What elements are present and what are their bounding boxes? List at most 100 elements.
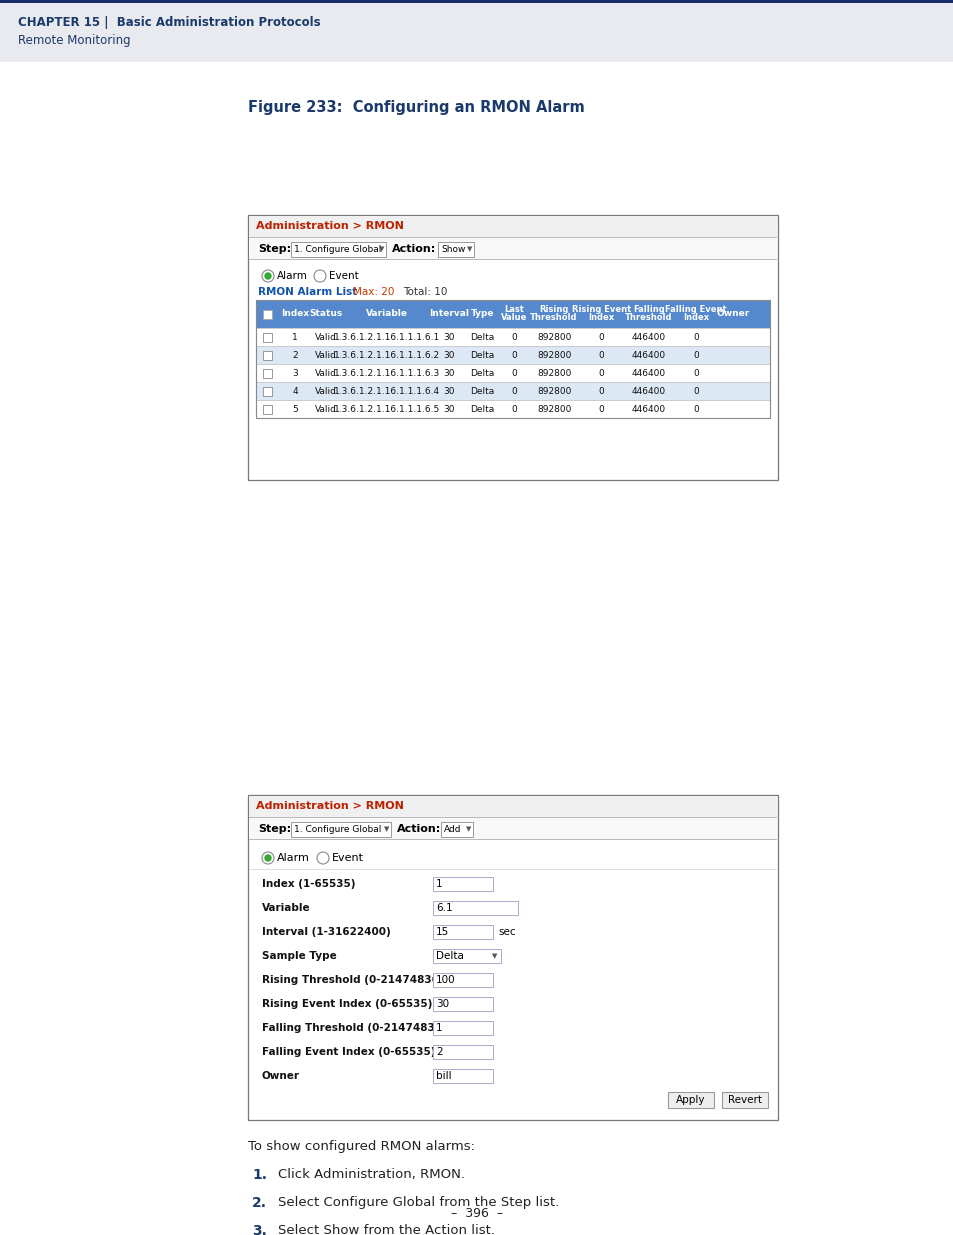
Text: Remote Monitoring: Remote Monitoring <box>18 35 131 47</box>
Text: 446400: 446400 <box>631 332 665 342</box>
Text: 1.3.6.1.2.1.16.1.1.1.6.3: 1.3.6.1.2.1.16.1.1.1.6.3 <box>334 368 439 378</box>
Text: Revert: Revert <box>727 1095 761 1105</box>
Bar <box>255 329 769 346</box>
Text: 1. Configure Global: 1. Configure Global <box>294 245 381 253</box>
Text: Delta: Delta <box>470 405 495 414</box>
Text: 446400: 446400 <box>631 368 665 378</box>
Text: 30: 30 <box>443 368 455 378</box>
Text: 0: 0 <box>598 405 603 414</box>
Bar <box>249 238 776 261</box>
Text: Delta: Delta <box>470 387 495 395</box>
Text: 1.3.6.1.2.1.16.1.1.1.6.2: 1.3.6.1.2.1.16.1.1.1.6.2 <box>334 351 439 359</box>
Text: Select Configure Global from the Step list.: Select Configure Global from the Step li… <box>277 1195 558 1209</box>
Text: 30: 30 <box>443 332 455 342</box>
Text: Falling Threshold (0-2147483647): Falling Threshold (0-2147483647) <box>262 1023 461 1032</box>
Text: Valid: Valid <box>314 387 336 395</box>
Text: ▼: ▼ <box>465 826 471 832</box>
Bar <box>433 973 493 987</box>
Text: Step:: Step: <box>257 245 291 254</box>
Text: 446400: 446400 <box>631 405 665 414</box>
Text: 1.3.6.1.2.1.16.1.1.1.6.5: 1.3.6.1.2.1.16.1.1.1.6.5 <box>334 405 439 414</box>
Text: 100: 100 <box>436 974 456 986</box>
Text: Valid: Valid <box>314 368 336 378</box>
Text: Action:: Action: <box>392 245 436 254</box>
Circle shape <box>316 852 329 864</box>
Text: 6.1: 6.1 <box>436 903 452 913</box>
Text: 2: 2 <box>292 351 297 359</box>
Circle shape <box>265 855 271 861</box>
Text: Index (1-65535): Index (1-65535) <box>262 879 355 889</box>
Text: Variable: Variable <box>365 310 407 319</box>
Text: Event: Event <box>329 270 358 282</box>
Text: Index: Index <box>682 314 708 322</box>
Text: 892800: 892800 <box>537 368 571 378</box>
Text: Alarm: Alarm <box>276 853 310 863</box>
Circle shape <box>262 270 274 282</box>
Text: 15: 15 <box>436 927 449 937</box>
Text: Apply: Apply <box>676 1095 705 1105</box>
Text: 1: 1 <box>292 332 297 342</box>
Text: 3.: 3. <box>252 1224 267 1235</box>
Text: 892800: 892800 <box>537 351 571 359</box>
Text: 0: 0 <box>598 387 603 395</box>
Text: bill: bill <box>436 1071 451 1081</box>
Text: 1. Configure Global: 1. Configure Global <box>294 825 381 834</box>
Bar <box>437 242 474 257</box>
Text: Threshold: Threshold <box>624 314 672 322</box>
Text: Total: 10: Total: 10 <box>402 287 447 296</box>
Text: Rising: Rising <box>538 305 568 315</box>
Bar <box>667 1092 713 1108</box>
Text: Type: Type <box>471 310 494 319</box>
Text: Action:: Action: <box>396 824 441 834</box>
Bar <box>248 215 778 480</box>
Text: Rising Event: Rising Event <box>571 305 630 315</box>
Text: 1.3.6.1.2.1.16.1.1.1.6.1: 1.3.6.1.2.1.16.1.1.1.6.1 <box>334 332 439 342</box>
Bar <box>263 310 272 319</box>
Bar <box>433 925 493 939</box>
Bar <box>255 382 769 400</box>
Text: Delta: Delta <box>470 332 495 342</box>
Circle shape <box>314 270 326 282</box>
Text: 30: 30 <box>443 405 455 414</box>
Text: 0: 0 <box>693 405 699 414</box>
Text: 1.: 1. <box>252 1168 267 1182</box>
Bar <box>255 300 769 417</box>
Bar <box>249 216 776 237</box>
Text: 892800: 892800 <box>537 405 571 414</box>
Text: ▼: ▼ <box>466 246 472 252</box>
Bar <box>291 821 391 836</box>
Text: Rising Event Index (0-65535): Rising Event Index (0-65535) <box>262 999 432 1009</box>
Text: 0: 0 <box>598 351 603 359</box>
Text: ▼: ▼ <box>383 826 389 832</box>
Circle shape <box>265 273 271 279</box>
Text: 30: 30 <box>436 999 449 1009</box>
Bar <box>249 797 776 818</box>
Text: 2.: 2. <box>252 1195 267 1210</box>
Text: 1.3.6.1.2.1.16.1.1.1.6.4: 1.3.6.1.2.1.16.1.1.1.6.4 <box>334 387 439 395</box>
Bar <box>433 1021 493 1035</box>
Text: 30: 30 <box>443 351 455 359</box>
Text: Index: Index <box>588 314 614 322</box>
Circle shape <box>262 852 274 864</box>
Text: 0: 0 <box>693 351 699 359</box>
Bar <box>263 369 272 378</box>
Bar <box>291 242 386 257</box>
Text: –  396  –: – 396 – <box>451 1207 502 1220</box>
Text: Threshold: Threshold <box>530 314 578 322</box>
Text: ▼: ▼ <box>491 953 497 960</box>
Text: Interval (1-31622400): Interval (1-31622400) <box>262 927 391 937</box>
Text: 446400: 446400 <box>631 351 665 359</box>
Text: 0: 0 <box>511 387 517 395</box>
Text: sec: sec <box>497 927 515 937</box>
Bar <box>263 333 272 342</box>
Text: 1: 1 <box>436 879 442 889</box>
Text: 0: 0 <box>511 368 517 378</box>
Text: Owner: Owner <box>262 1071 299 1081</box>
Text: 0: 0 <box>693 332 699 342</box>
Text: Value: Value <box>501 314 527 322</box>
Bar <box>0 0 953 2</box>
Text: Step:: Step: <box>257 824 291 834</box>
Bar <box>249 818 776 840</box>
Bar <box>263 405 272 414</box>
Bar <box>255 300 769 329</box>
